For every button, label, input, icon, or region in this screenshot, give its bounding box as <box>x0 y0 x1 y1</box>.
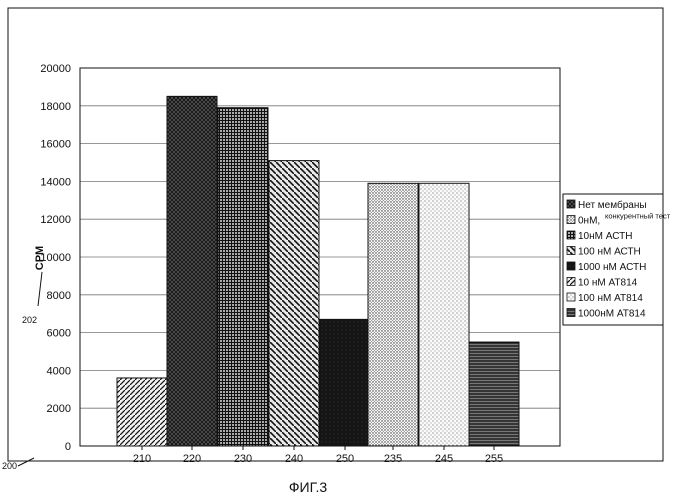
legend-label: 10 нМ АТ814 <box>578 278 638 289</box>
legend-label-note: конкурентный тест <box>605 212 671 221</box>
x-tick-label: 255 <box>485 453 503 465</box>
legend-label: 100 нМ АСТН <box>578 247 641 258</box>
legend-label: 0нМ, <box>578 216 600 227</box>
y-tick-label: 12000 <box>40 214 71 226</box>
y-tick-label: 16000 <box>40 139 71 151</box>
legend-swatch <box>567 278 575 286</box>
bar-220 <box>167 96 217 446</box>
bar-230 <box>218 108 268 446</box>
y-tick-label: 2000 <box>47 403 71 415</box>
x-tick-label: 230 <box>234 453 252 465</box>
x-tick-labels: 210 220 230 240 250 235 245 255 <box>133 446 503 465</box>
bar-235 <box>368 183 418 446</box>
x-tick-label: 235 <box>384 453 402 465</box>
legend-label: 10нМ АСТН <box>578 231 632 242</box>
y-tick-label: 20000 <box>40 63 71 75</box>
y-tick-label: 6000 <box>47 328 71 340</box>
legend-swatch <box>567 231 575 239</box>
bar-240 <box>269 161 319 446</box>
legend-swatch <box>567 293 575 301</box>
bar-210 <box>117 378 167 446</box>
y-axis-label-leader <box>38 272 42 306</box>
bar-255 <box>469 342 519 446</box>
x-tick-label: 245 <box>435 453 453 465</box>
legend-swatch <box>567 200 575 208</box>
legend-swatch <box>567 247 575 255</box>
y-tick-label: 14000 <box>40 176 71 188</box>
axis-reference-number: 202 <box>22 315 37 325</box>
legend-label: 1000нМ АТ814 <box>578 309 646 320</box>
x-tick-label: 220 <box>183 453 201 465</box>
legend-label: 100 нМ АТ814 <box>578 293 643 304</box>
bars <box>117 96 519 446</box>
legend-swatch <box>567 309 575 317</box>
figure-reference-leader <box>18 458 34 466</box>
legend-swatch <box>567 216 575 224</box>
x-tick-label: 210 <box>133 453 151 465</box>
x-tick-label: 250 <box>336 453 354 465</box>
figure-reference-number: 200 <box>2 461 17 471</box>
y-tick-label: 8000 <box>47 290 71 302</box>
y-axis-label: CPM <box>34 246 46 270</box>
bar-245 <box>419 183 469 446</box>
y-tick-label: 0 <box>65 441 71 453</box>
figure-caption: ФИГ.3 <box>289 479 327 495</box>
legend-label: Нет мембраны <box>578 199 647 211</box>
y-axis-label-text: CPM <box>34 246 46 270</box>
legend-label: 1000 нМ АСТН <box>578 262 646 273</box>
bar-250 <box>320 319 370 446</box>
legend-swatch <box>567 262 575 270</box>
y-tick-label: 18000 <box>40 101 71 113</box>
x-tick-label: 240 <box>285 453 303 465</box>
y-tick-label: 4000 <box>47 365 71 377</box>
